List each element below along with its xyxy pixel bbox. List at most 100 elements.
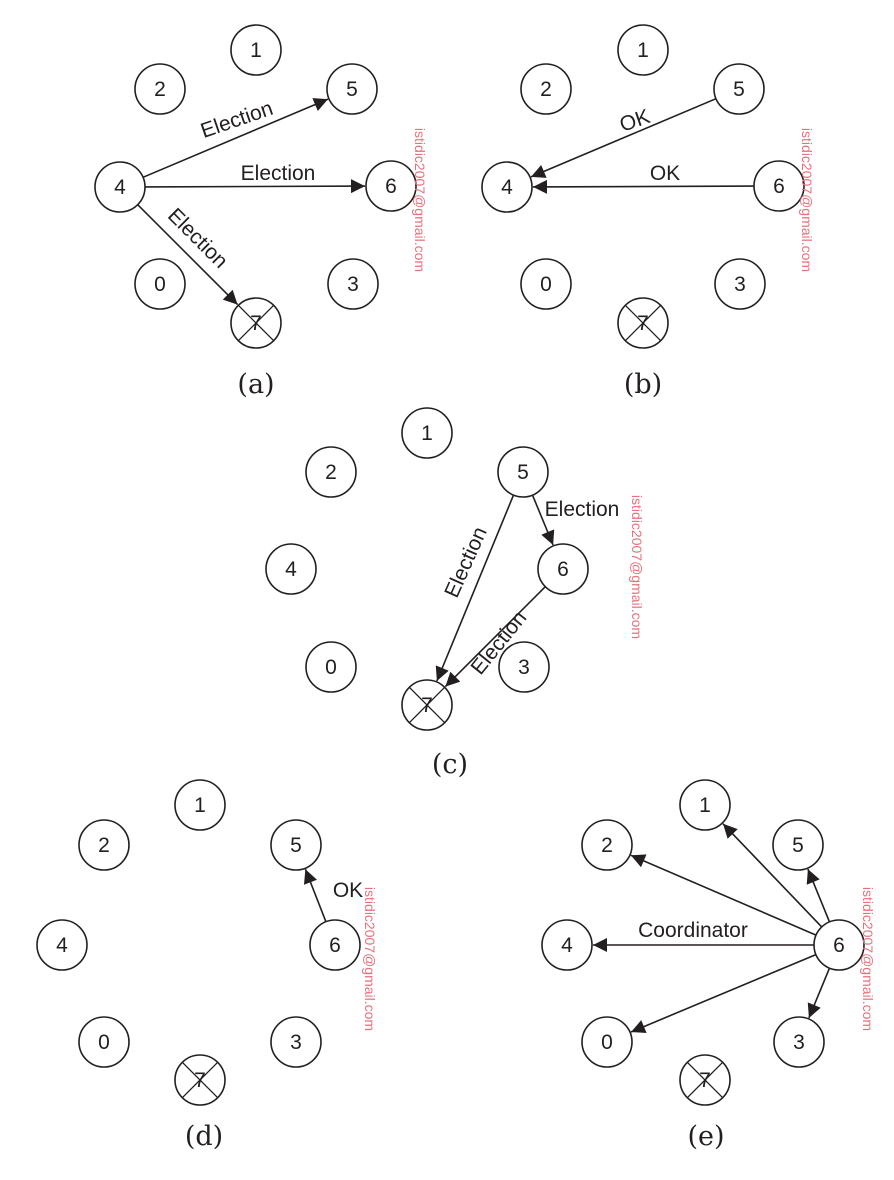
process-node-4: 4 (36, 919, 88, 971)
node-circle (265, 543, 317, 595)
message-arrow-4-to-5 (142, 98, 329, 179)
node-circle (581, 819, 633, 871)
process-node-4: 4 (94, 161, 146, 213)
node-label: 6 (833, 934, 845, 957)
crash-cross-icon (408, 686, 446, 724)
node-label: 2 (325, 461, 337, 484)
watermark-text: istidic2007@gmail.com (799, 128, 815, 272)
node-circle (134, 258, 186, 310)
node-circle (94, 161, 146, 213)
node-label: 4 (501, 176, 513, 199)
message-label-4-to-5: Election (198, 97, 276, 143)
node-label: 6 (329, 934, 341, 957)
node-circle (520, 63, 572, 115)
message-arrow-4-to-6 (144, 179, 366, 194)
node-label: 1 (250, 39, 262, 62)
process-node-0: 0 (581, 1016, 633, 1068)
watermark-text: istidic2007@gmail.com (412, 128, 428, 272)
message-arrow-6-to-7 (444, 586, 546, 688)
message-label-6-to-5: OK (333, 879, 363, 902)
node-circle (772, 819, 824, 871)
node-label: 2 (154, 78, 166, 101)
process-node-3: 3 (773, 1016, 825, 1068)
message-label-5-to-7: Election (440, 524, 491, 602)
node-label: 4 (285, 558, 297, 581)
node-label: 6 (773, 175, 785, 198)
panel-b: 1 2 5 4 6 0 3 7 OK OK istidic2007@gmail.com (b) (481, 24, 815, 400)
process-node-1: 1 (230, 24, 282, 76)
crash-cross-icon (181, 1061, 219, 1099)
process-node-1: 1 (617, 24, 669, 76)
node-circle (481, 161, 533, 213)
node-label: 3 (347, 273, 359, 296)
node-label: 0 (601, 1031, 613, 1054)
message-arrow-6-to-0 (630, 953, 817, 1034)
watermark-text: istidic2007@gmail.com (629, 495, 645, 639)
node-label: 4 (561, 934, 573, 957)
node-label: 5 (346, 78, 358, 101)
node-circle (753, 160, 805, 212)
process-node-7: 7 (230, 297, 282, 349)
crash-cross-icon (237, 304, 275, 342)
process-node-5: 5 (772, 819, 824, 871)
message-arrow-5-to-6 (531, 494, 555, 546)
node-label: 3 (793, 1031, 805, 1054)
process-node-3: 3 (327, 258, 379, 310)
node-circle (520, 258, 572, 310)
node-label: 4 (114, 176, 126, 199)
node-circle (305, 641, 357, 693)
crash-cross-icon (686, 1061, 724, 1099)
process-node-0: 0 (134, 258, 186, 310)
process-node-4: 4 (481, 161, 533, 213)
process-node-4: 4 (265, 543, 317, 595)
node-circle (36, 919, 88, 971)
node-circle (309, 919, 361, 971)
node-circle (679, 779, 731, 831)
message-label-6-to-4: OK (650, 162, 680, 185)
node-label: 5 (733, 78, 745, 101)
panel-caption: (a) (237, 369, 274, 400)
message-label-5-to-6: Election (545, 498, 620, 521)
process-node-4: 4 (541, 919, 593, 971)
node-label: 0 (540, 273, 552, 296)
process-node-5: 5 (326, 63, 378, 115)
node-circle (773, 1016, 825, 1068)
process-node-7: 7 (679, 1054, 731, 1106)
process-node-2: 2 (134, 63, 186, 115)
node-circle (498, 641, 550, 693)
node-circle (230, 24, 282, 76)
message-label-6-to-4: Coordinator (638, 919, 748, 942)
node-circle (327, 258, 379, 310)
panel-caption: (c) (432, 749, 468, 780)
process-node-6: 6 (537, 543, 589, 595)
node-circle (78, 819, 130, 871)
node-circle (714, 258, 766, 310)
node-label: 1 (637, 39, 649, 62)
node-label: 6 (385, 175, 397, 198)
process-node-3: 3 (498, 641, 550, 693)
node-label: 1 (421, 422, 433, 445)
node-circle (713, 63, 765, 115)
message-label-4-to-6: Election (241, 162, 316, 185)
node-circle (497, 446, 549, 498)
process-node-6: 6 (813, 919, 865, 971)
process-node-5: 5 (713, 63, 765, 115)
watermark-text: istidic2007@gmail.com (860, 887, 876, 1031)
node-label: 0 (98, 1031, 110, 1054)
process-node-6: 6 (309, 919, 361, 971)
node-circle (326, 63, 378, 115)
process-node-5: 5 (270, 819, 322, 871)
node-label: 6 (557, 558, 569, 581)
crash-cross-icon (624, 304, 662, 342)
process-node-1: 1 (174, 779, 226, 831)
node-label: 2 (540, 78, 552, 101)
message-label-5-to-4: OK (617, 105, 653, 137)
message-arrow-6-to-1 (722, 823, 823, 928)
node-circle (365, 160, 417, 212)
node-circle (581, 1016, 633, 1068)
node-label: 0 (154, 273, 166, 296)
process-node-2: 2 (78, 819, 130, 871)
node-circle (270, 1016, 322, 1068)
